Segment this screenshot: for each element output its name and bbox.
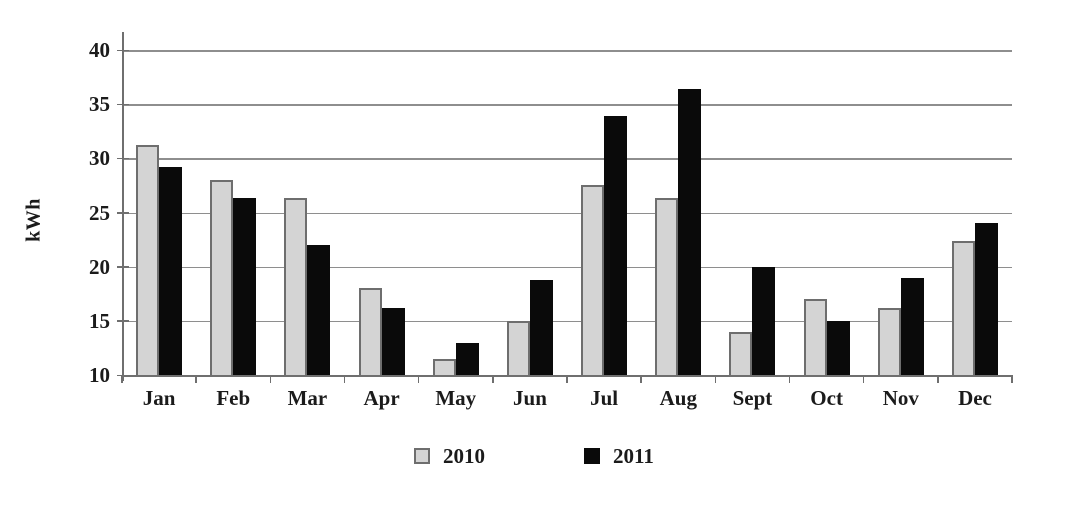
x-label-jan: Jan [142, 386, 176, 410]
y-tick-label-25: 25 [89, 200, 110, 225]
bar-2010-sept [729, 331, 753, 375]
x-tick-11 [937, 375, 939, 383]
x-label-feb: Feb [216, 386, 251, 410]
legend-label-2011: 2011 [613, 444, 654, 468]
x-label-dec: Dec [958, 386, 992, 410]
bar-2010-jul [581, 185, 605, 375]
bar-2010-oct [803, 299, 827, 375]
y-tick-label-30: 30 [89, 146, 110, 171]
x-label-sept: Sept [732, 386, 773, 410]
y-tick-15 [117, 320, 129, 322]
bar-2011-oct [826, 320, 850, 375]
y-tick-35 [117, 103, 129, 106]
bar-2010-apr [358, 288, 382, 375]
bar-2011-jan [159, 167, 183, 375]
x-label-apr: Apr [363, 386, 400, 410]
x-tick-8 [714, 375, 717, 383]
x-tick-0 [121, 375, 123, 383]
x-label-jul: Jul [590, 386, 619, 410]
gridline-25 [122, 212, 1012, 214]
bar-2011-feb [233, 198, 257, 375]
legend: 2010 2011 [0, 443, 1081, 469]
legend-swatch-2010-icon [414, 448, 430, 464]
gridline-30 [122, 158, 1012, 160]
y-tick-label-10: 10 [89, 363, 110, 387]
x-label-nov: Nov [882, 386, 919, 410]
bar-2010-may [432, 358, 456, 375]
bar-2011-apr [381, 307, 405, 375]
x-tick-7 [640, 375, 642, 383]
x-axis-labels: Jan Feb Mar Apr May Jun Jul Aug Sept Oct Nov Dec [122, 386, 1012, 411]
bar-2011-dec [974, 223, 998, 375]
bar-2010-mar [284, 198, 308, 375]
legend-item-2011: 2011 [584, 443, 654, 469]
gridline-15 [122, 320, 1012, 323]
x-tick-6 [566, 375, 568, 383]
x-tick-4 [417, 375, 420, 383]
x-tick-10 [862, 375, 865, 383]
y-tick-10 [117, 374, 129, 377]
x-label-oct: Oct [810, 386, 843, 410]
y-tick-label-20: 20 [89, 254, 110, 279]
bar-2010-jun [506, 320, 530, 375]
x-tick-3 [343, 375, 346, 383]
y-tick-label-35: 35 [89, 92, 110, 117]
bar-2010-dec [951, 240, 975, 375]
x-tick-9 [788, 375, 791, 383]
x-tick-12 [1011, 375, 1013, 383]
bar-2010-nov [877, 307, 901, 375]
legend-item-2010: 2010 [414, 443, 485, 469]
legend-swatch-2011-icon [584, 448, 600, 464]
bar-2010-jan [136, 145, 160, 375]
x-tick-2 [269, 375, 272, 383]
bar-2011-may [455, 342, 479, 375]
legend-label-2010: 2010 [443, 444, 485, 468]
y-tick-label-40: 40 [89, 38, 110, 62]
y-tick-label-15: 15 [89, 308, 110, 333]
x-label-mar: Mar [287, 386, 328, 410]
y-tick-20 [117, 266, 129, 268]
y-axis-title: kWh [22, 198, 45, 242]
bar-2010-feb [210, 180, 234, 375]
y-tick-25 [117, 212, 129, 214]
bar-2011-jun [529, 279, 553, 375]
y-tick-40 [117, 49, 129, 52]
bar-2011-mar [307, 245, 331, 375]
x-label-aug: Aug [659, 386, 697, 410]
x-label-jun: Jun [513, 386, 547, 410]
y-axis-line [122, 32, 124, 381]
plot-area: 10 15 20 25 30 35 40 [89, 32, 1013, 387]
bar-2011-jul [604, 116, 628, 375]
bar-2011-nov [900, 277, 924, 375]
bar-2011-sept [752, 266, 776, 375]
y-tick-30 [117, 157, 129, 160]
x-tick-1 [195, 375, 197, 383]
gridline-20 [122, 266, 1012, 269]
bar-2010-aug [655, 198, 679, 375]
x-tick-5 [492, 375, 494, 383]
gridline-40 [122, 50, 1012, 52]
gridline-35 [122, 104, 1012, 106]
bar-2011-aug [678, 89, 702, 375]
x-label-may: May [435, 386, 477, 410]
